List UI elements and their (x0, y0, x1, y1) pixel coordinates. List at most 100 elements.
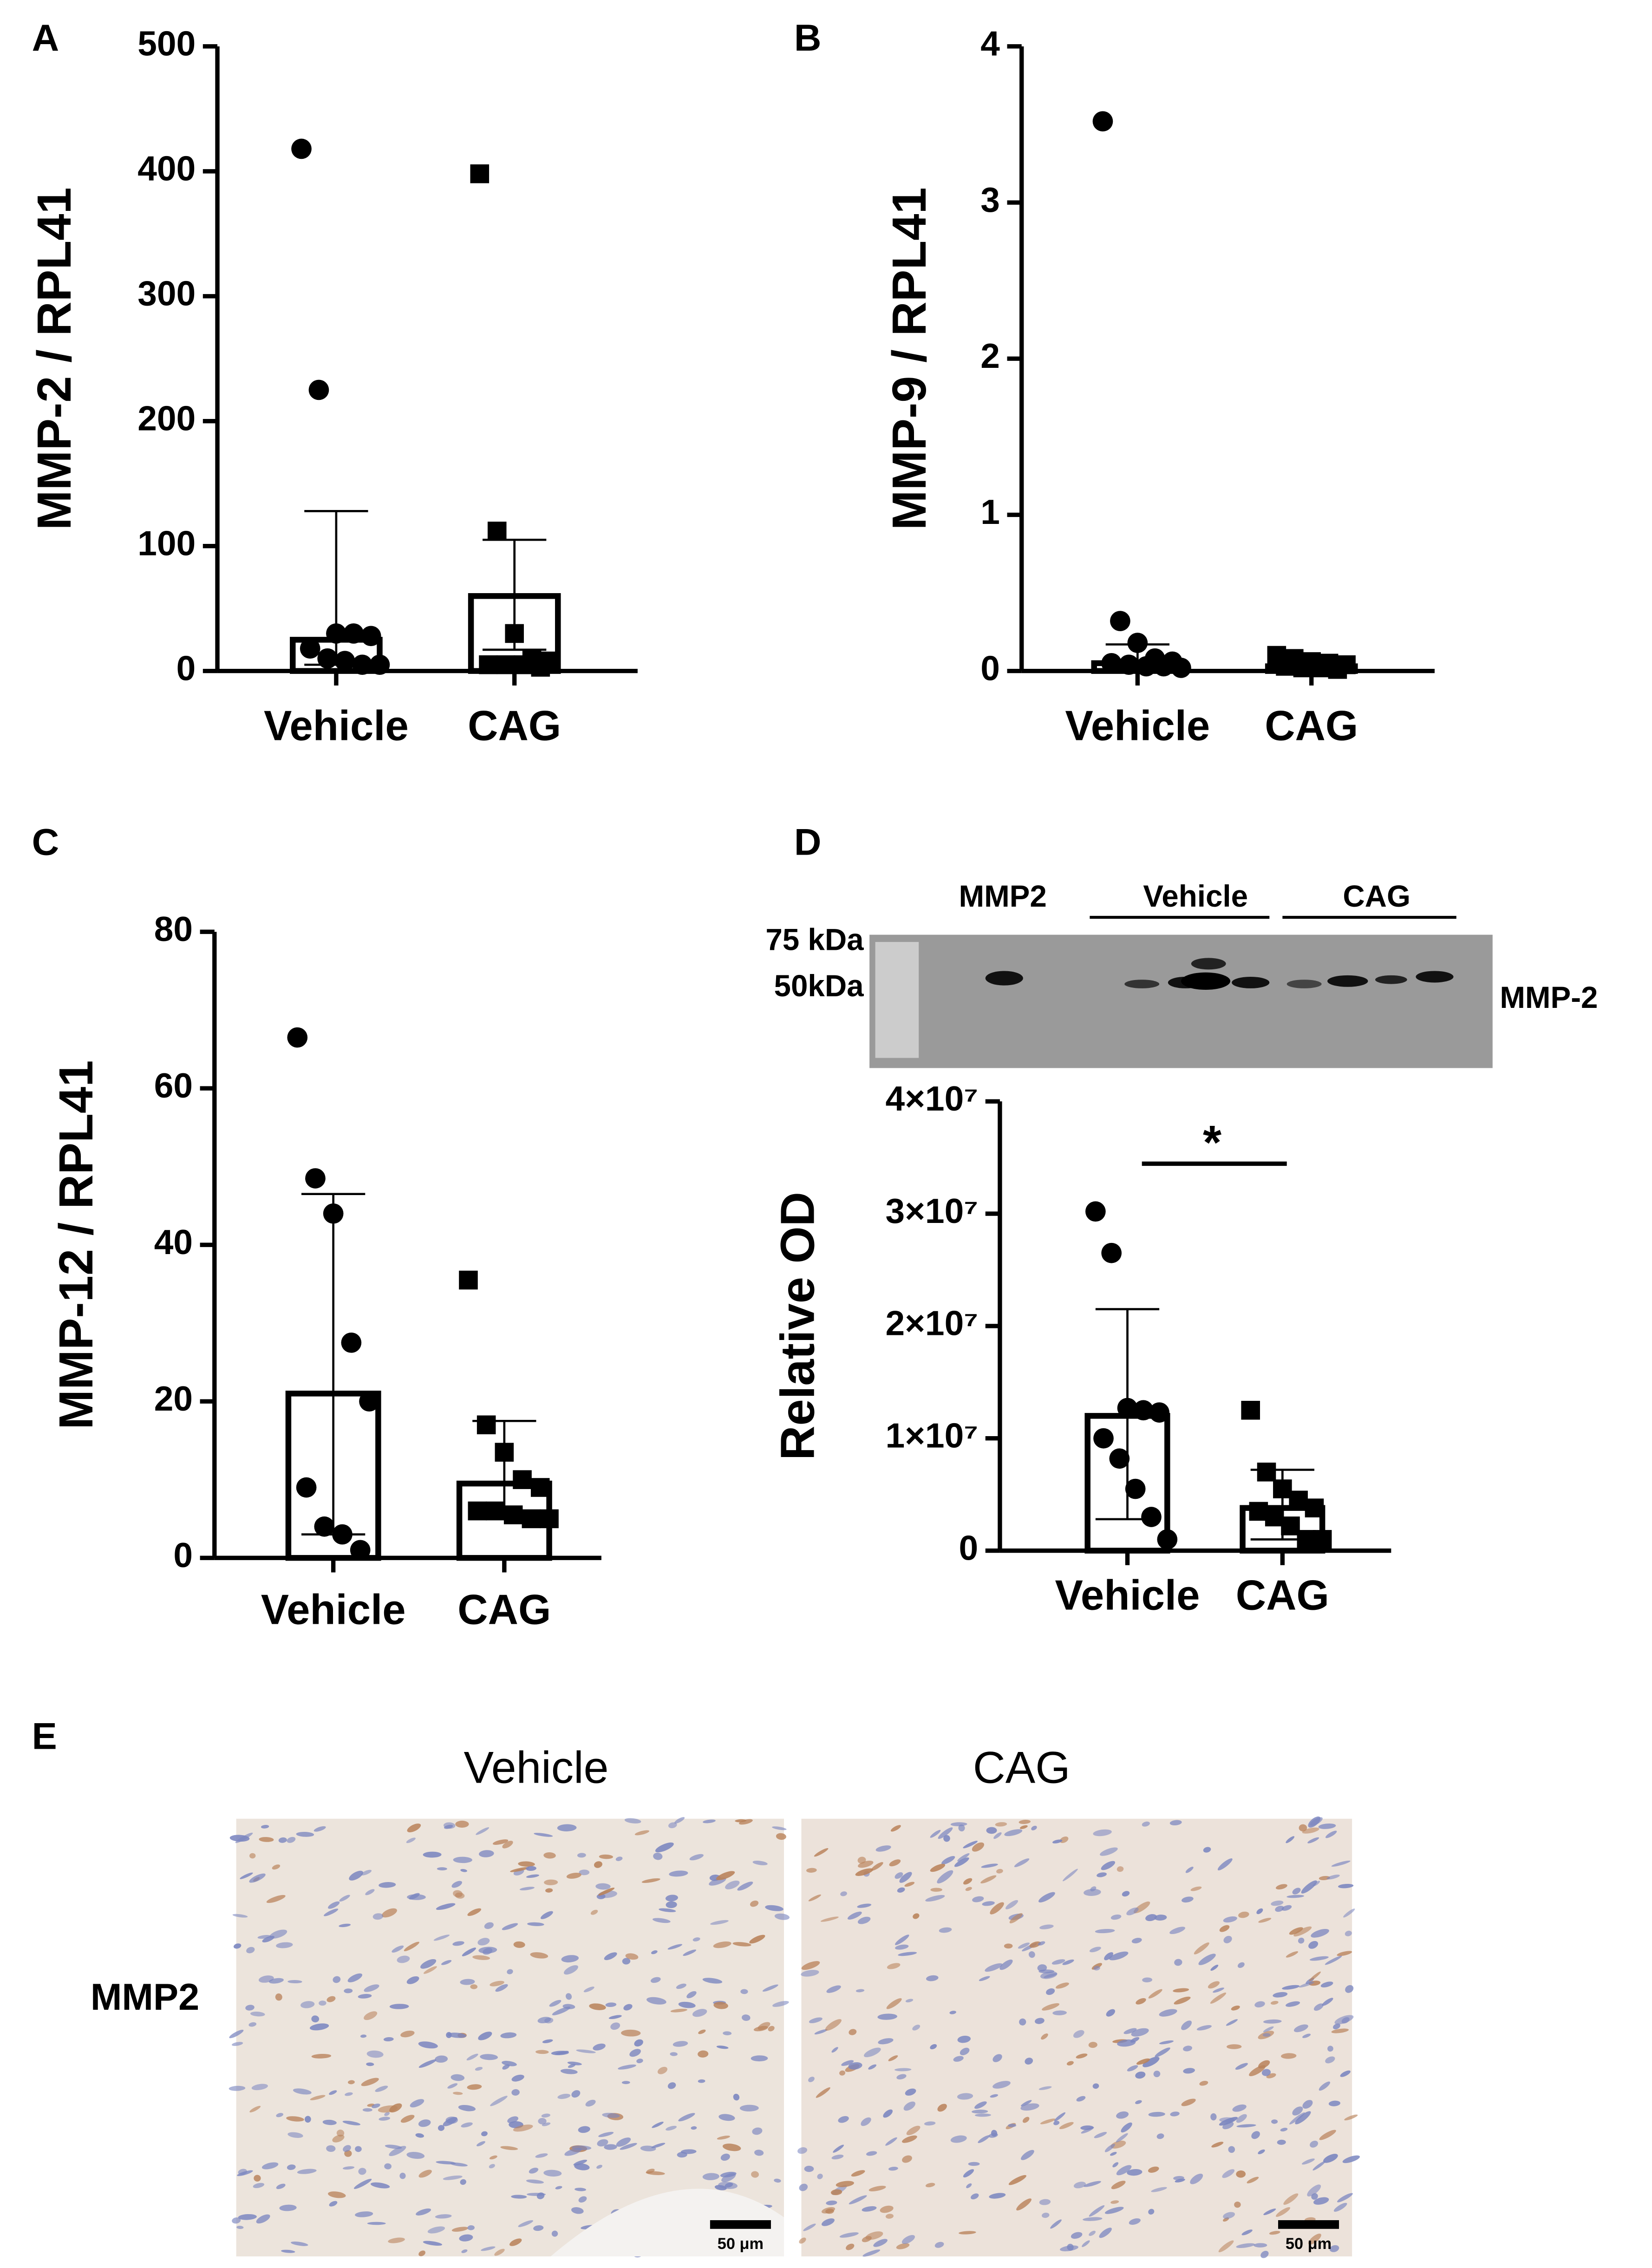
cell (1298, 1937, 1305, 1944)
cell (674, 1817, 685, 1824)
cell (555, 2186, 562, 2190)
cell (732, 1942, 751, 1947)
cell (1301, 2158, 1315, 2165)
cell (1217, 1858, 1233, 1870)
cell (1093, 1966, 1100, 1971)
cell (762, 1984, 778, 1992)
cell (389, 2103, 402, 2113)
cell (776, 1833, 786, 1840)
cell (1053, 2121, 1060, 2125)
cell (880, 2205, 894, 2213)
cell (703, 1819, 716, 1824)
cell (467, 2084, 482, 2090)
cell (329, 2201, 338, 2207)
cell (1301, 1880, 1317, 1894)
cell (259, 1837, 274, 1842)
cell (362, 2108, 372, 2112)
cell (599, 1854, 614, 1859)
cell (576, 2049, 596, 2053)
point (1289, 1490, 1308, 1510)
cell (725, 2183, 733, 2188)
cell (831, 2047, 838, 2053)
cell (436, 2161, 456, 2164)
cell (310, 2095, 326, 2100)
cell (808, 1894, 821, 1902)
cell (1231, 2005, 1240, 2011)
point (296, 1477, 317, 1498)
point (332, 1524, 353, 1545)
cell (557, 1824, 577, 1831)
point (305, 1168, 326, 1189)
point (486, 1501, 505, 1521)
cell (655, 1842, 674, 1853)
cell (437, 1867, 447, 1870)
cell (1052, 1839, 1063, 1843)
point (323, 1203, 344, 1224)
cell (342, 2166, 355, 2170)
cell (965, 1887, 972, 1891)
cell (571, 2207, 584, 2214)
cell (383, 2037, 394, 2042)
cell (1153, 2071, 1161, 2078)
panel-letter: A (32, 17, 59, 59)
cell (825, 2209, 834, 2214)
cell (1222, 2122, 1234, 2130)
cell (1028, 1951, 1035, 1958)
cell (875, 1845, 891, 1852)
cell (533, 2225, 544, 2231)
cell (861, 2117, 871, 2126)
x-tick-label: Vehicle (261, 1587, 406, 1634)
cell (1169, 1927, 1185, 1935)
cell (1258, 2060, 1270, 2069)
cell (484, 1922, 494, 1929)
cell (1342, 2155, 1360, 2163)
cell (389, 2004, 409, 2009)
cell (407, 1824, 421, 1833)
cell (511, 2074, 524, 2082)
point (341, 1332, 362, 1353)
cell (364, 2011, 378, 2020)
cell (646, 2169, 655, 2174)
cell (720, 2171, 737, 2177)
cell (578, 2126, 590, 2133)
cell (1109, 1951, 1129, 1961)
cell (238, 2214, 257, 2220)
cell (1104, 1952, 1113, 1961)
cell (1199, 2081, 1208, 2086)
cell (278, 1837, 287, 1843)
cell (261, 2162, 279, 2170)
cell (406, 2151, 425, 2159)
cell (629, 2049, 641, 2057)
cell (894, 2068, 912, 2072)
significance: * (1203, 1116, 1221, 1169)
cell (1263, 2019, 1282, 2024)
cell (1116, 2133, 1128, 2143)
cell (901, 2235, 915, 2244)
cell (367, 2222, 386, 2225)
marker-label: 75 kDa (765, 922, 864, 956)
cell (536, 2192, 545, 2199)
cell (906, 2125, 921, 2136)
cell (478, 2032, 492, 2040)
cell (742, 2014, 751, 2021)
cell (364, 1984, 379, 1992)
cell (410, 2099, 424, 2108)
cell (451, 2227, 468, 2232)
cell (698, 2050, 709, 2058)
y-axis-label: MMP-9 / RPL41 (882, 187, 936, 530)
cell (899, 1872, 912, 1883)
cell (618, 2064, 636, 2070)
cell (249, 2105, 261, 2112)
cell (934, 2242, 944, 2248)
cell (459, 2234, 473, 2242)
cell (1083, 2217, 1103, 2221)
cell (1262, 2033, 1271, 2037)
cell (1292, 2106, 1303, 2116)
cell (757, 2022, 770, 2030)
cell (1340, 2070, 1351, 2077)
cell (895, 1944, 909, 1950)
cell (905, 1999, 914, 2003)
cell (248, 2022, 257, 2027)
cell (406, 1837, 416, 1843)
cell (229, 2029, 244, 2039)
